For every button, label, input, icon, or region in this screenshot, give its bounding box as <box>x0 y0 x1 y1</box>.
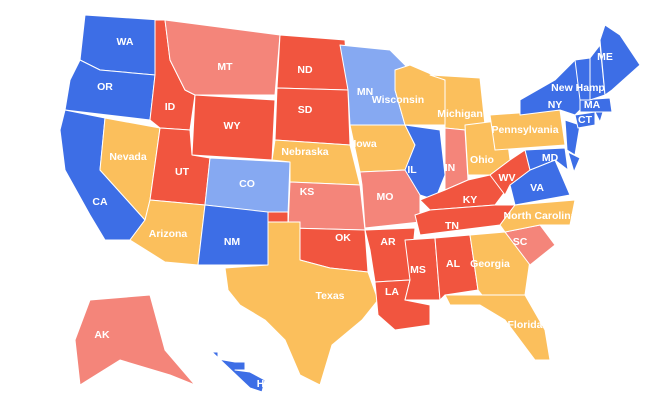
state-label: CT <box>578 114 593 126</box>
state-label: MS <box>410 264 426 276</box>
state-label: SC <box>513 236 528 248</box>
state-label: Wisconsin <box>372 94 424 106</box>
state-label: NM <box>224 236 241 248</box>
state-label: Arizona <box>149 228 188 240</box>
state <box>434 234 479 301</box>
state-label: TN <box>445 220 459 232</box>
state-label: MN <box>357 86 373 98</box>
state-label: WV <box>499 172 516 184</box>
state-label: Iowa <box>353 138 376 150</box>
state <box>444 127 469 191</box>
state <box>579 97 613 113</box>
state <box>74 294 196 386</box>
state-label: UT <box>175 166 190 178</box>
state-label: AL <box>446 258 461 270</box>
state-label: LA <box>385 286 399 298</box>
state-label: New Hamp <box>551 82 605 94</box>
state-label: Georgia <box>470 258 510 270</box>
state-label: AK <box>94 329 110 341</box>
state-label: IN <box>445 162 456 174</box>
state-label: Florida <box>507 319 542 331</box>
state <box>567 151 581 173</box>
state <box>224 221 379 386</box>
state <box>574 111 596 129</box>
state <box>594 111 604 123</box>
state-label: OR <box>97 81 113 93</box>
state-label: Ohio <box>470 154 494 166</box>
state-label: MO <box>377 191 394 203</box>
state <box>211 351 266 393</box>
state-label: MT <box>217 61 233 73</box>
state-label: Nebraska <box>281 146 328 158</box>
state <box>164 19 281 96</box>
state-label: CA <box>92 196 108 208</box>
state <box>599 24 641 96</box>
state-label: MA <box>584 99 601 111</box>
state-label: Michigan <box>437 108 483 120</box>
state-label: OK <box>335 232 351 244</box>
state-label: CO <box>239 178 255 190</box>
state-label: HI <box>257 378 268 390</box>
state-label: MD <box>542 152 559 164</box>
state-label: Nevada <box>109 151 147 163</box>
state-label: Pennsylvania <box>491 124 558 136</box>
state-label: North Carolina <box>504 210 577 222</box>
state <box>274 87 351 146</box>
state-label: IL <box>407 164 417 176</box>
state-label: Texas <box>316 290 345 302</box>
state-label: NY <box>548 99 563 111</box>
state <box>414 204 516 236</box>
state-label: VA <box>530 182 544 194</box>
state <box>276 34 349 91</box>
state-label: KY <box>463 194 478 206</box>
state-label: KS <box>300 186 315 198</box>
state-label: AR <box>380 236 396 248</box>
state <box>444 294 551 361</box>
state-label: WY <box>224 120 241 132</box>
state <box>524 147 569 171</box>
state-label: WA <box>117 36 134 48</box>
state <box>404 237 441 301</box>
state-label: ME <box>597 51 613 63</box>
state-label: ID <box>165 101 176 113</box>
state-label: ND <box>297 64 313 76</box>
state-label: SD <box>298 104 313 116</box>
